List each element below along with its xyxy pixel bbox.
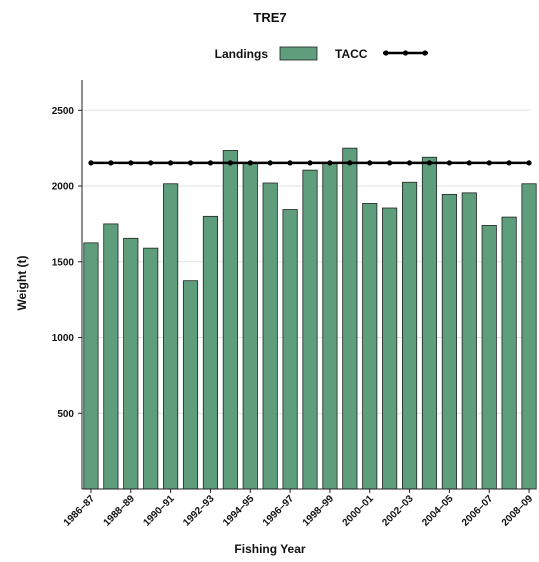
bar-landings — [461, 192, 477, 490]
y-tick-label: 2000 — [52, 182, 75, 193]
x-tick-label: 1988–89 — [102, 493, 138, 529]
x-tick-label: 2008–09 — [500, 493, 536, 529]
legend-swatch-landings — [279, 46, 318, 61]
legend: Landings TACC — [215, 46, 428, 61]
x-axis-label: Fishing Year — [234, 542, 305, 556]
tacc-point — [128, 160, 134, 166]
bar-landings — [143, 247, 159, 490]
y-tick-label: 500 — [57, 409, 74, 420]
tacc-point — [88, 160, 94, 166]
x-tick-label: 1994–95 — [221, 493, 257, 529]
bar-landings — [421, 156, 438, 490]
tacc-point — [287, 160, 293, 166]
x-tick-labels: 1986–87 1988–89 1990–91 1992–93 1994–95 1996–… — [62, 489, 536, 529]
tacc-point — [486, 160, 492, 166]
tacc-point — [387, 160, 393, 166]
bar-landings — [382, 207, 398, 490]
tacc-point — [526, 160, 532, 166]
x-tick-label: 2006–07 — [460, 493, 496, 529]
legend-label-tacc: TACC — [335, 47, 368, 61]
tacc-point — [307, 160, 313, 166]
axes-layer — [81, 80, 531, 490]
x-tick-label: 1998–99 — [301, 493, 337, 529]
tacc-point — [207, 160, 214, 166]
tacc-point — [168, 160, 174, 166]
tacc-point — [227, 160, 233, 166]
chart-title: TRE7 — [253, 10, 286, 25]
tacc-point — [446, 160, 452, 166]
bar-landings — [83, 242, 99, 490]
x-tick-label: 2002–03 — [380, 493, 416, 529]
x-tick-label: 1992–93 — [181, 493, 217, 529]
tacc-series — [88, 160, 532, 166]
y-tick-label: 1000 — [52, 333, 75, 344]
tacc-point — [506, 160, 512, 166]
bar-landings — [103, 223, 119, 490]
tacc-point — [327, 160, 333, 166]
bars-layer — [83, 147, 537, 490]
tacc-point — [367, 160, 373, 166]
tacc-point — [108, 160, 114, 166]
bar-landings — [441, 193, 457, 490]
tacc-point — [247, 160, 253, 166]
x-tick-label: 2004–05 — [420, 493, 456, 529]
bar-landings — [123, 237, 139, 490]
legend-marker — [402, 50, 409, 56]
bar-landings — [501, 216, 517, 490]
tacc-point — [267, 160, 273, 166]
bar-landings — [202, 215, 219, 490]
bar-landings — [362, 203, 378, 490]
bar-landings — [322, 162, 338, 490]
x-tick-label: 2000–01 — [341, 493, 377, 529]
tacc-point — [466, 160, 472, 166]
legend-label-landings: Landings — [215, 47, 269, 61]
y-tick-label: 1500 — [52, 257, 75, 268]
bar-landings — [302, 169, 318, 490]
bar-landings — [182, 280, 199, 490]
tacc-point — [347, 160, 353, 166]
tacc-point — [406, 160, 413, 166]
legend-marker — [422, 50, 428, 56]
y-tick-labels: 500 1000 1500 2000 2500 — [52, 106, 82, 420]
y-axis-label: Weight (t) — [15, 255, 29, 310]
bar-landings — [242, 162, 258, 490]
legend-marker — [383, 50, 389, 56]
x-tick-label: 1986–87 — [62, 493, 98, 529]
y-tick-label: 2500 — [52, 106, 75, 117]
bar-landings — [481, 225, 497, 490]
bar-landings — [342, 147, 358, 490]
bar-landings — [262, 182, 278, 490]
tacc-point — [426, 160, 433, 166]
bar-landings — [222, 150, 238, 490]
tacc-point — [148, 160, 154, 166]
bar-landings — [521, 183, 537, 490]
bar-landings — [401, 181, 418, 490]
x-tick-label: 1990–91 — [141, 493, 177, 529]
bar-landings — [163, 183, 179, 490]
x-tick-label: 1996–97 — [261, 493, 297, 529]
legend-line-tacc — [383, 50, 428, 56]
tacc-point — [187, 160, 194, 166]
bar-landings — [282, 209, 298, 490]
